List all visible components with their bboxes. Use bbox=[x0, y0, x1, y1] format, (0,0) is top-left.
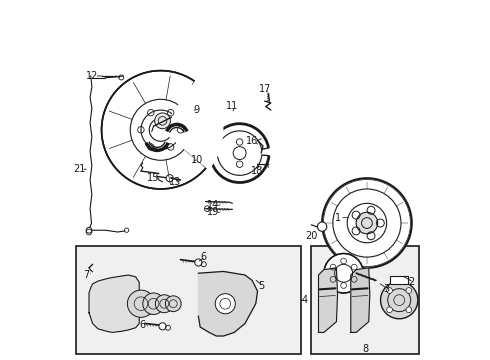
Wedge shape bbox=[161, 78, 223, 170]
Circle shape bbox=[406, 307, 412, 312]
Circle shape bbox=[166, 296, 181, 312]
FancyBboxPatch shape bbox=[390, 276, 408, 284]
Text: 19: 19 bbox=[207, 207, 219, 217]
Polygon shape bbox=[89, 275, 139, 332]
Text: 18: 18 bbox=[251, 166, 264, 176]
Text: 5: 5 bbox=[258, 281, 264, 291]
Text: 6: 6 bbox=[140, 320, 146, 330]
Text: 15: 15 bbox=[147, 173, 160, 183]
Circle shape bbox=[356, 212, 378, 234]
Polygon shape bbox=[351, 268, 370, 332]
Circle shape bbox=[406, 288, 412, 293]
Circle shape bbox=[127, 290, 155, 318]
Circle shape bbox=[86, 227, 92, 233]
Circle shape bbox=[143, 293, 164, 315]
Text: 3: 3 bbox=[384, 284, 390, 294]
Circle shape bbox=[322, 178, 412, 268]
Circle shape bbox=[387, 307, 392, 312]
Text: 10: 10 bbox=[191, 155, 203, 165]
Bar bbox=[311, 246, 419, 354]
Bar bbox=[327, 269, 360, 278]
Polygon shape bbox=[318, 268, 338, 332]
Circle shape bbox=[215, 294, 235, 314]
Circle shape bbox=[159, 323, 166, 330]
Polygon shape bbox=[198, 271, 258, 336]
Text: 11: 11 bbox=[226, 102, 239, 112]
Bar bbox=[76, 246, 300, 354]
Text: 1: 1 bbox=[335, 213, 342, 222]
Text: 16: 16 bbox=[246, 136, 258, 145]
Text: 9: 9 bbox=[194, 105, 199, 115]
Text: 7: 7 bbox=[83, 270, 90, 280]
Text: 17: 17 bbox=[259, 84, 271, 94]
Text: 20: 20 bbox=[305, 231, 318, 240]
Circle shape bbox=[318, 222, 327, 231]
Circle shape bbox=[101, 71, 220, 189]
Circle shape bbox=[381, 282, 418, 319]
Circle shape bbox=[155, 113, 171, 129]
Circle shape bbox=[387, 288, 392, 293]
Text: 6: 6 bbox=[201, 252, 207, 262]
Circle shape bbox=[155, 295, 173, 313]
Circle shape bbox=[166, 175, 173, 182]
Text: 12: 12 bbox=[86, 71, 99, 81]
Text: 14: 14 bbox=[207, 200, 219, 210]
Text: 4: 4 bbox=[301, 295, 307, 305]
Text: 13: 13 bbox=[169, 177, 181, 187]
Circle shape bbox=[195, 259, 202, 266]
Text: 8: 8 bbox=[362, 344, 368, 354]
Text: 21: 21 bbox=[73, 164, 86, 174]
Circle shape bbox=[324, 253, 364, 293]
Text: 2: 2 bbox=[409, 277, 415, 287]
